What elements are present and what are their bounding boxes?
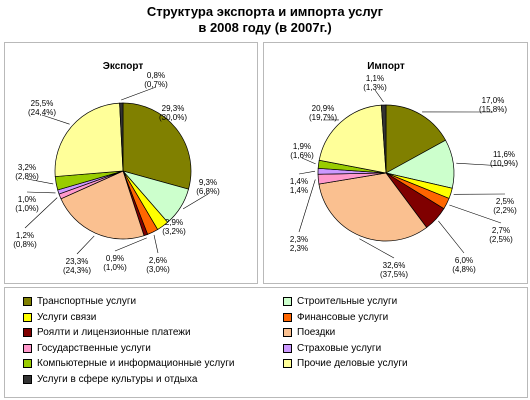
legend-label: Страховые услуги <box>297 342 382 354</box>
export-label-компьютерные-и-информационные-услуги: 3,2% (2,8%) <box>15 163 39 181</box>
export-leader-услуги-в-сфере-культуры-и-отдыха <box>121 86 157 101</box>
export-label-поездки: 23,3% (24,3%) <box>63 257 91 275</box>
export-label-строительные-услуги: 9,3% (6,8%) <box>196 178 220 196</box>
legend-label: Финансовые услуги <box>297 311 389 323</box>
legend-swatch <box>23 297 32 306</box>
import-slice-поездки <box>318 172 428 242</box>
legend-swatch <box>283 328 292 337</box>
legend-label: Услуги в сфере культуры и отдыха <box>37 373 198 385</box>
import-leader-страховые-услуги <box>298 170 316 175</box>
legend-swatch <box>23 312 32 322</box>
import-leader-государственные-услуги <box>298 179 316 233</box>
export-label-государственные-услуги: 1,2% (0,8%) <box>13 231 37 249</box>
export-slice-прочие-деловые-услуги <box>54 102 124 177</box>
import-leader-роялти-и-лицензионные-платежи <box>438 220 465 254</box>
import-label-страховые-услуги: 1,4% 1,4% <box>290 177 308 195</box>
export-label-прочие-деловые-услуги: 25,5% (24,4%) <box>28 99 56 117</box>
legend-label: Поездки <box>297 327 336 338</box>
legend-swatch <box>23 343 32 353</box>
import-title: Импорт <box>367 61 405 72</box>
export-label-услуги-в-сфере-культуры-и-отдыха: 0,8% (0,7%) <box>144 71 168 89</box>
export-panel: Экспорт 29,3% (30,0%) 9,3% (6,8%) 2,9% (3,2%) 2… <box>4 42 258 284</box>
import-leader-финансовые-услуги <box>449 204 502 224</box>
legend-item-роялти-и-лицензионные-платежи: Роялти и лицензионные платежи <box>23 326 191 339</box>
legend-item-строительные-услуги: Строительные услуги <box>283 295 397 308</box>
legend-swatch <box>23 374 32 384</box>
import-label-прочие-деловые-услуги: 20,9% (19,7%) <box>309 104 337 122</box>
legend-swatch <box>283 312 292 322</box>
export-label-роялти-и-лицензионные-платежи: 0,9% (1,0%) <box>103 254 127 272</box>
import-label-роялти-и-лицензионные-платежи: 6,0% (4,8%) <box>452 256 476 274</box>
export-label-финансовые-услуги: 2,6% (3,0%) <box>146 256 170 274</box>
export-leader-роялти-и-лицензионные-платежи <box>114 237 147 252</box>
import-label-строительные-услуги: 11,6% (10,9%) <box>490 150 518 168</box>
import-slice-прочие-деловые-услуги <box>318 104 387 174</box>
export-leader-поездки <box>76 235 95 255</box>
import-label-государственные-услуги: 2,3% 2,3% <box>290 235 308 253</box>
legend-label: Роялти и лицензионные платежи <box>37 327 191 338</box>
legend-label: Государственные услуги <box>37 342 151 354</box>
chart-title: Структура экспорта и импорта услуг <box>146 4 384 19</box>
legend-label: Транспортные услуги <box>37 296 137 307</box>
legend-item-услуги-в-сфере-культуры-и-отдыха: Услуги в сфере культуры и отдыха <box>23 373 197 386</box>
export-pie-chart: Экспорт 29,3% (30,0%) 9,3% (6,8%) 2,9% (3,2%) 2… <box>13 61 220 275</box>
import-pie-chart: Импорт 17,0% (15,8%) 11,6% (10,9%) 2,5% (2,2%)… <box>290 61 518 279</box>
legend-item-компьютерные-и-информационные-услуги: Компьютерные и информационные услуги <box>23 357 234 370</box>
export-label-транспортные-услуги: 29,3% (30,0%) <box>159 104 187 122</box>
legend-item-поездки: Поездки <box>283 326 335 339</box>
import-label-поездки: 32,6% (37,5%) <box>380 261 408 279</box>
export-leader-государственные-услуги <box>24 197 58 229</box>
legend-label: Прочие деловые услуги <box>297 358 408 369</box>
import-leader-компьютерные-и-информационные-услуги <box>301 157 316 165</box>
export-leader-страховые-услуги <box>26 191 56 194</box>
export-label-страховые-услуги: 1,0% (1,0%) <box>15 195 39 213</box>
chart-subtitle: в 2008 году (в 2007г.) <box>198 20 332 35</box>
legend-item-транспортные-услуги: Транспортные услуги <box>23 295 136 308</box>
legend-item-финансовые-услуги: Финансовые услуги <box>283 311 388 324</box>
import-leader-поездки <box>359 238 395 259</box>
import-label-услуги-в-сфере-культуры-и-отдыха: 1,1% (1,3%) <box>363 74 387 92</box>
import-leader-строительные-услуги <box>456 162 505 167</box>
export-leader-компьютерные-и-информационные-услуги <box>26 178 54 185</box>
legend-swatch <box>283 359 292 368</box>
legend-item-государственные-услуги: Государственные услуги <box>23 342 151 355</box>
import-slice-транспортные-услуги <box>385 104 447 174</box>
legend-label: Строительные услуги <box>297 296 398 307</box>
legend-swatch <box>23 359 32 368</box>
legend-item-прочие-деловые-услуги: Прочие деловые услуги <box>283 357 408 370</box>
export-leader-финансовые-услуги <box>153 234 159 254</box>
import-leader-услуги-в-сфере-культуры-и-отдыха <box>374 89 384 103</box>
legend-swatch <box>23 328 32 337</box>
legend: Транспортные услуги Строительные услуги Ус… <box>4 287 528 398</box>
legend-item-услуги-связи: Услуги связи <box>23 311 96 324</box>
import-slice-услуги-в-сфере-культуры-и-отдыха <box>380 104 387 174</box>
import-label-финансовые-услуги: 2,7% (2,5%) <box>489 226 513 244</box>
legend-label: Услуги связи <box>37 311 97 323</box>
export-slice-поездки <box>60 170 145 240</box>
legend-label: Компьютерные и информационные услуги <box>37 358 235 369</box>
legend-swatch <box>283 297 292 306</box>
export-slice-услуги-в-сфере-культуры-и-отдыха <box>119 102 124 172</box>
import-panel: Импорт 17,0% (15,8%) 11,6% (10,9%) 2,5% (2,2%)… <box>263 42 528 284</box>
import-label-компьютерные-и-информационные-услуги: 1,9% (1,6%) <box>290 142 314 160</box>
export-title: Экспорт <box>103 61 144 72</box>
export-label-услуги-связи: 2,9% (3,2%) <box>162 218 186 236</box>
export-leader-строительные-услуги <box>182 193 209 210</box>
import-label-транспортные-услуги: 17,0% (15,8%) <box>479 96 507 114</box>
import-label-услуги-связи: 2,5% (2,2%) <box>493 197 517 215</box>
legend-item-страховые-услуги: Страховые услуги <box>283 342 381 355</box>
legend-swatch <box>283 343 292 353</box>
export-leader-прочие-деловые-услуги <box>41 114 70 125</box>
export-slice-транспортные-услуги <box>122 102 192 190</box>
